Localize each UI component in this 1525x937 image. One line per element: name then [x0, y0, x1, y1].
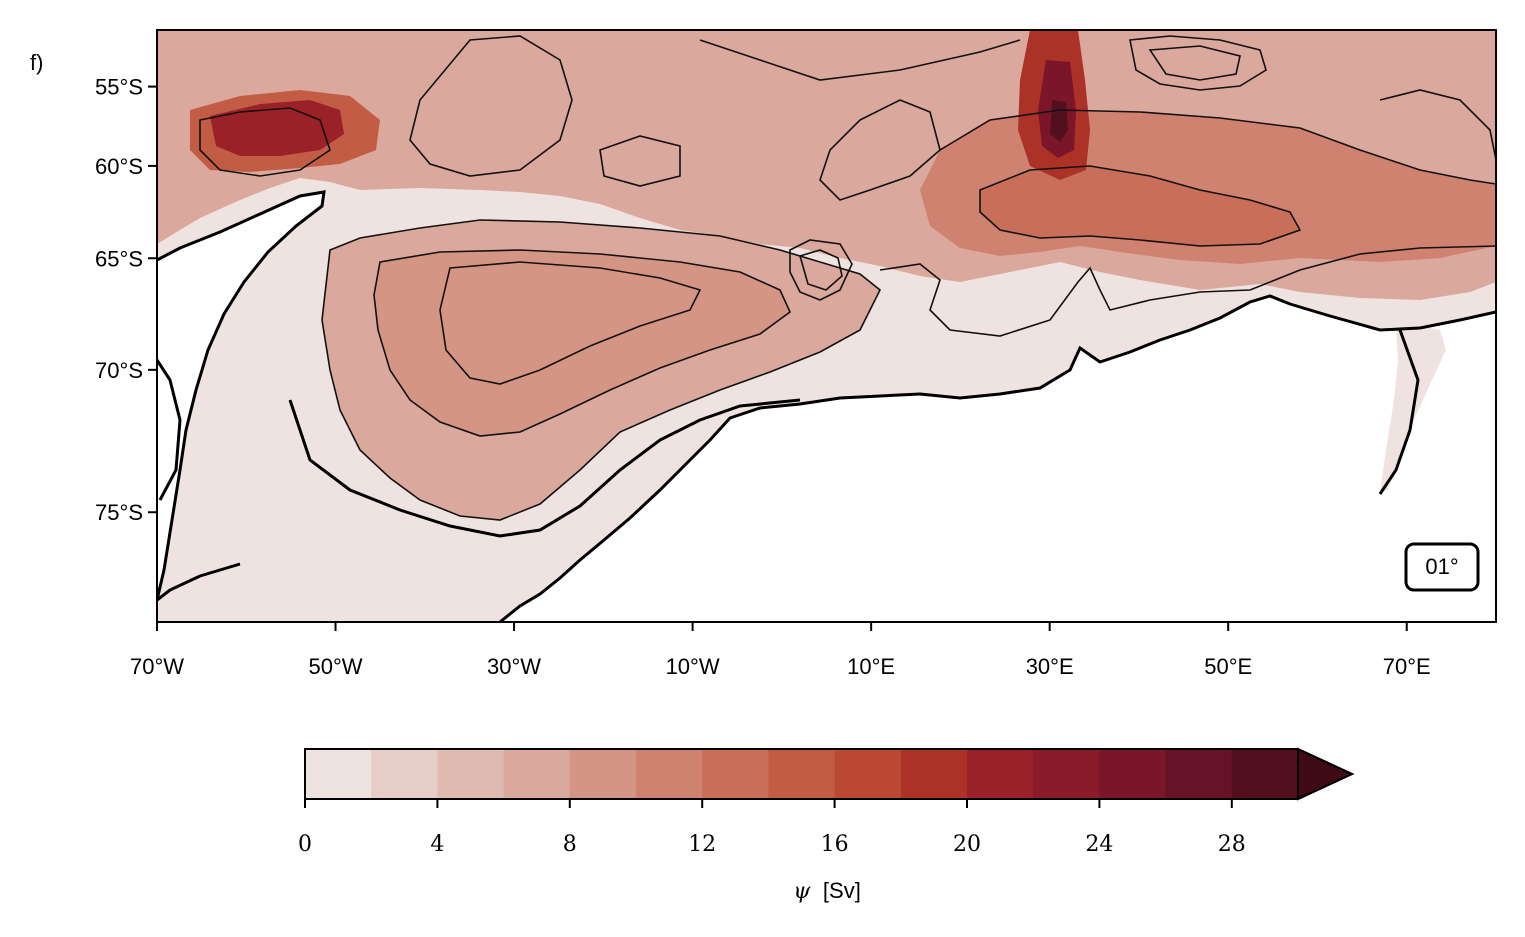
colorbar-cell	[768, 749, 836, 799]
lon-tick-label: 50°W	[309, 654, 363, 679]
colorbar-cell	[636, 749, 703, 799]
colorbar-variable-symbol: ψ	[793, 879, 811, 904]
resolution-badge: 01°	[1404, 542, 1480, 592]
latitude-axis: 55°S 60°S 65°S 70°S 75°S	[95, 75, 157, 525]
colorbar-cell	[900, 749, 968, 799]
lat-tick-label: 60°S	[95, 154, 143, 179]
colorbar-unit-label: [Sv]	[823, 878, 861, 903]
lat-tick-label: 55°S	[95, 75, 143, 100]
antarctic-peninsula-land	[157, 192, 324, 600]
lat-tick-label: 65°S	[95, 246, 143, 271]
colorbar-cell	[702, 749, 769, 799]
colorbar-extend-arrow	[1297, 747, 1355, 801]
lon-tick-label: 70°E	[1383, 654, 1431, 679]
colorbar-cell	[305, 749, 372, 799]
colorbar-title: ψ [Sv]	[793, 878, 861, 904]
streamfunction-contours	[199, 35, 1496, 521]
coastline-contours	[157, 190, 1496, 622]
colorbar-tick-label: 8	[563, 832, 577, 857]
colorbar-cell	[967, 749, 1034, 799]
colorbar-cell	[503, 749, 571, 799]
map-frame	[156, 29, 1497, 623]
lon-tick-label: 30°W	[487, 654, 541, 679]
lon-tick-label: 10°W	[666, 654, 720, 679]
longitude-axis: 70°W 50°W 30°W 10°W 10°E 30°E 50°E 70°E	[130, 622, 1431, 679]
lon-tick-label: 30°E	[1026, 654, 1074, 679]
drake-passage-core-fill	[210, 100, 344, 156]
resolution-badge-box	[1404, 542, 1480, 592]
colorbar-outline	[304, 748, 1355, 800]
colorbar-ticks: 0 4 8 12 16 20 24 28	[298, 799, 1246, 857]
lat-tick-label: 75°S	[95, 500, 143, 525]
weddell-gyre-inner-fill	[374, 250, 790, 436]
resolution-label: 01°	[1425, 554, 1458, 579]
colorbar-cell	[569, 749, 637, 799]
colorbar-tick-label: 12	[688, 832, 716, 857]
lat-tick-label: 70°S	[95, 358, 143, 383]
colorbar-tick-label: 4	[430, 832, 444, 857]
colorbar-tick-label: 20	[953, 832, 981, 857]
colorbar-tick-label: 0	[298, 832, 312, 857]
colorbar-cell	[437, 749, 505, 799]
map-panel: 55°S 60°S 65°S 70°S 75°S 70°W 50°W 30°W 10°W 10°…	[95, 29, 1497, 679]
colorbar-cell	[1165, 749, 1233, 799]
lon-tick-label: 10°E	[847, 654, 895, 679]
colorbar-cell	[834, 749, 902, 799]
colorbar-tick-label: 24	[1085, 832, 1113, 857]
east-sector-core-fill	[980, 166, 1300, 246]
lon-tick-label: 50°E	[1204, 654, 1252, 679]
colorbar-tick-label: 16	[821, 832, 849, 857]
colorbar-cell	[371, 749, 438, 799]
map-field	[157, 30, 1496, 622]
colorbar-cells	[305, 749, 1299, 799]
lon-tick-label: 70°W	[130, 654, 184, 679]
colorbar: 0 4 8 12 16 20 24 28 ψ [Sv]	[298, 747, 1355, 904]
colorbar-cell	[1231, 749, 1299, 799]
antarctica-land	[500, 296, 1496, 622]
colorbar-cell	[1033, 749, 1100, 799]
colorbar-tick-label: 28	[1218, 832, 1246, 857]
colorbar-cell	[1099, 749, 1167, 799]
panel-label: f)	[30, 50, 43, 75]
